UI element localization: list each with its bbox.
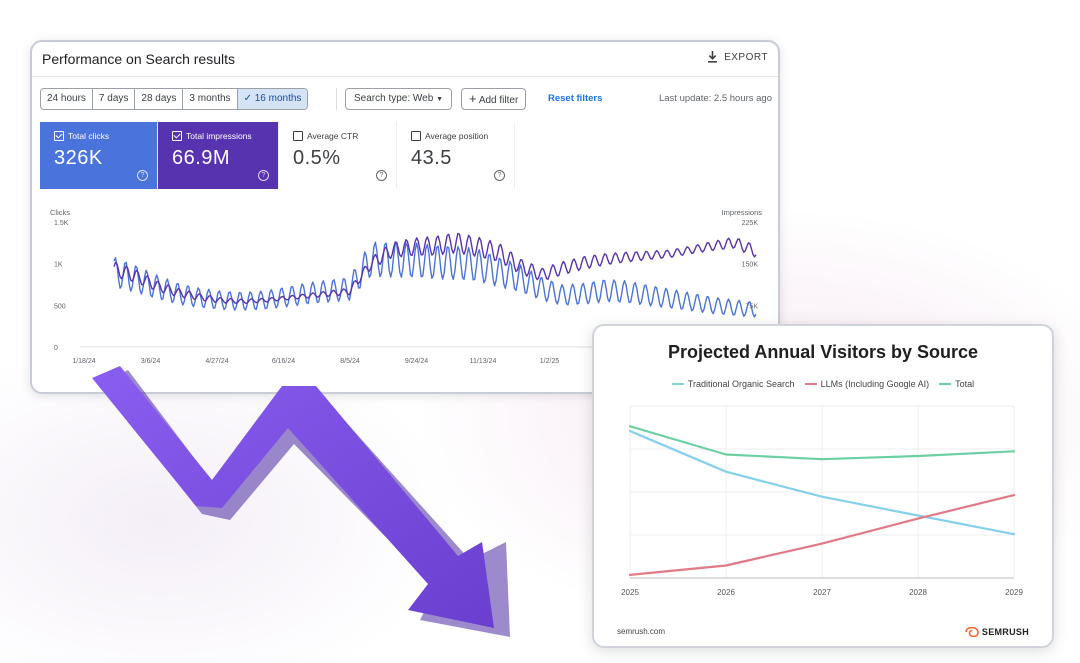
source-footer: semrush.com <box>617 627 666 636</box>
metric-label: Total clicks <box>68 131 110 141</box>
organic-search-line <box>628 429 1016 536</box>
y2-tick-label: 225K <box>742 220 759 227</box>
search-type-label: Search type: Web <box>354 93 434 104</box>
x-tick-label: 3/6/24 <box>141 358 161 365</box>
legend-swatch <box>939 383 952 385</box>
add-filter-label: Add filter <box>478 95 519 106</box>
range-24-hours[interactable]: 24 hours <box>41 89 93 109</box>
range-16-months-label: 16 months <box>254 93 302 104</box>
legend-swatch <box>671 383 684 385</box>
metric-total-impressions[interactable]: Total impressions 66.9M ? <box>158 122 279 189</box>
x-tick-label: 2025 <box>621 588 639 597</box>
reset-filters-link[interactable]: Reset filters <box>548 93 603 104</box>
chart-legend: Traditional Organic Search LLMs (Includi… <box>594 379 1052 389</box>
search-performance-card: Performance on Search results EXPORT 24 … <box>30 40 780 394</box>
metric-label: Average position <box>425 131 489 141</box>
metric-value: 0.5% <box>293 147 341 169</box>
x-tick-label: 6/16/24 <box>272 358 295 365</box>
x-tick-label: 8/5/24 <box>340 358 360 365</box>
metric-label: Average CTR <box>307 131 359 141</box>
y-tick-label: 1.5K <box>54 220 69 227</box>
y-tick-label: 500 <box>54 303 66 310</box>
x-tick-label: 1/18/24 <box>72 358 95 365</box>
download-icon <box>708 51 718 63</box>
x-tick-label: 2026 <box>717 588 735 597</box>
chart-title: Projected Annual Visitors by Source <box>667 342 979 362</box>
metric-total-clicks[interactable]: Total clicks 326K ? <box>40 122 158 189</box>
metric-value: 43.5 <box>411 147 452 169</box>
card-header: Performance on Search results EXPORT <box>32 42 778 77</box>
projection-chart-card: Projected Annual Visitors by Source Trad… <box>592 324 1054 648</box>
legend-label: Total <box>955 379 975 389</box>
range-3-months[interactable]: 3 months <box>183 89 238 109</box>
page-title: Performance on Search results <box>42 51 235 67</box>
semrush-brand: SEMRUSH <box>981 627 1029 637</box>
y2-axis-label: Impressions <box>722 208 763 217</box>
semrush-logo: SEMRUSH <box>965 627 1029 637</box>
total-line <box>628 425 1016 461</box>
legend-swatch <box>804 383 817 385</box>
range-28-days[interactable]: 28 days <box>135 89 184 109</box>
semrush-flame-icon <box>965 627 979 637</box>
metric-label: Total impressions <box>186 131 252 141</box>
impressions-line <box>113 232 757 305</box>
checkbox-unchecked-icon[interactable] <box>411 131 421 141</box>
clicks-line <box>113 241 757 318</box>
export-label: EXPORT <box>724 51 768 63</box>
projection-chart-svg: 2025 2026 2027 2028 2029 <box>621 405 1023 597</box>
filter-bar: 24 hours 7 days 28 days 3 months ✓ 16 mo… <box>40 88 772 110</box>
metric-value: 326K <box>54 147 103 169</box>
checkbox-unchecked-icon[interactable] <box>293 131 303 141</box>
legend-item-organic: Traditional Organic Search <box>671 379 795 389</box>
range-16-months[interactable]: ✓ 16 months <box>237 89 308 109</box>
metric-average-position[interactable]: Average position 43.5 ? <box>397 122 515 189</box>
arrow-shadow <box>100 370 510 637</box>
arrow-body <box>92 366 494 628</box>
last-update-text: Last update: 2.5 hours ago <box>658 93 772 104</box>
help-icon[interactable]: ? <box>376 170 387 181</box>
search-type-dropdown[interactable]: Search type: Web ▼ <box>345 88 453 110</box>
x-tick-label: 1/2/25 <box>540 358 560 365</box>
metric-average-ctr[interactable]: Average CTR 0.5% ? <box>279 122 397 189</box>
legend-item-total: Total <box>939 379 974 389</box>
date-range-selector: 24 hours 7 days 28 days 3 months ✓ 16 mo… <box>40 88 309 110</box>
add-filter-button[interactable]: + Add filter <box>461 88 527 110</box>
caret-down-icon: ▼ <box>436 96 444 103</box>
metric-value: 66.9M <box>172 147 231 169</box>
legend-item-llms: LLMs (Including Google AI) <box>804 379 930 389</box>
plus-icon: + <box>469 91 477 106</box>
x-tick-label: 2028 <box>909 588 927 597</box>
llm-line <box>628 494 1016 576</box>
divider <box>336 88 337 110</box>
y-tick-label: 0 <box>54 345 58 352</box>
y2-tick-label: 150K <box>742 262 759 269</box>
help-icon[interactable]: ? <box>258 170 269 181</box>
help-icon[interactable]: ? <box>494 170 505 181</box>
export-button[interactable]: EXPORT <box>707 51 768 63</box>
help-icon[interactable]: ? <box>137 170 148 181</box>
x-tick-label: 9/24/24 <box>405 358 428 365</box>
metric-cards: Total clicks 326K ? Total impressions 66… <box>40 122 515 189</box>
x-tick-label: 11/13/24 <box>470 358 497 365</box>
x-tick-label: 2027 <box>813 588 831 597</box>
legend-label: Traditional Organic Search <box>687 379 795 389</box>
y-tick-label: 1K <box>54 262 63 269</box>
range-7-days[interactable]: 7 days <box>93 89 136 109</box>
x-tick-label: 2029 <box>1005 588 1023 597</box>
checkbox-checked-icon[interactable] <box>172 131 182 141</box>
y-axis-label: Clicks <box>50 208 70 217</box>
checkbox-checked-icon[interactable] <box>54 131 64 141</box>
x-tick-label: 4/27/24 <box>205 358 228 365</box>
legend-label: LLMs (Including Google AI) <box>820 379 930 389</box>
check-icon: ✓ <box>243 93 255 104</box>
